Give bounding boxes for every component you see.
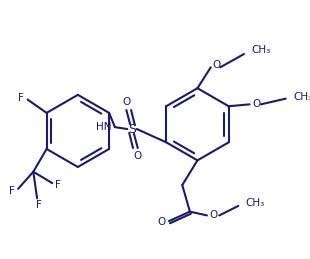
- Text: O: O: [252, 99, 260, 109]
- Text: CH₃: CH₃: [293, 92, 310, 102]
- Text: F: F: [55, 180, 61, 190]
- Text: CH₃: CH₃: [251, 45, 271, 55]
- Text: F: F: [10, 186, 16, 196]
- Text: S: S: [128, 123, 136, 135]
- Text: HN: HN: [96, 122, 111, 132]
- Text: O: O: [134, 150, 142, 161]
- Text: O: O: [157, 217, 166, 227]
- Text: O: O: [212, 60, 221, 70]
- Text: O: O: [210, 210, 218, 220]
- Text: F: F: [36, 200, 42, 210]
- Text: CH₃: CH₃: [246, 198, 265, 208]
- Text: F: F: [18, 93, 24, 103]
- Text: O: O: [122, 97, 131, 107]
